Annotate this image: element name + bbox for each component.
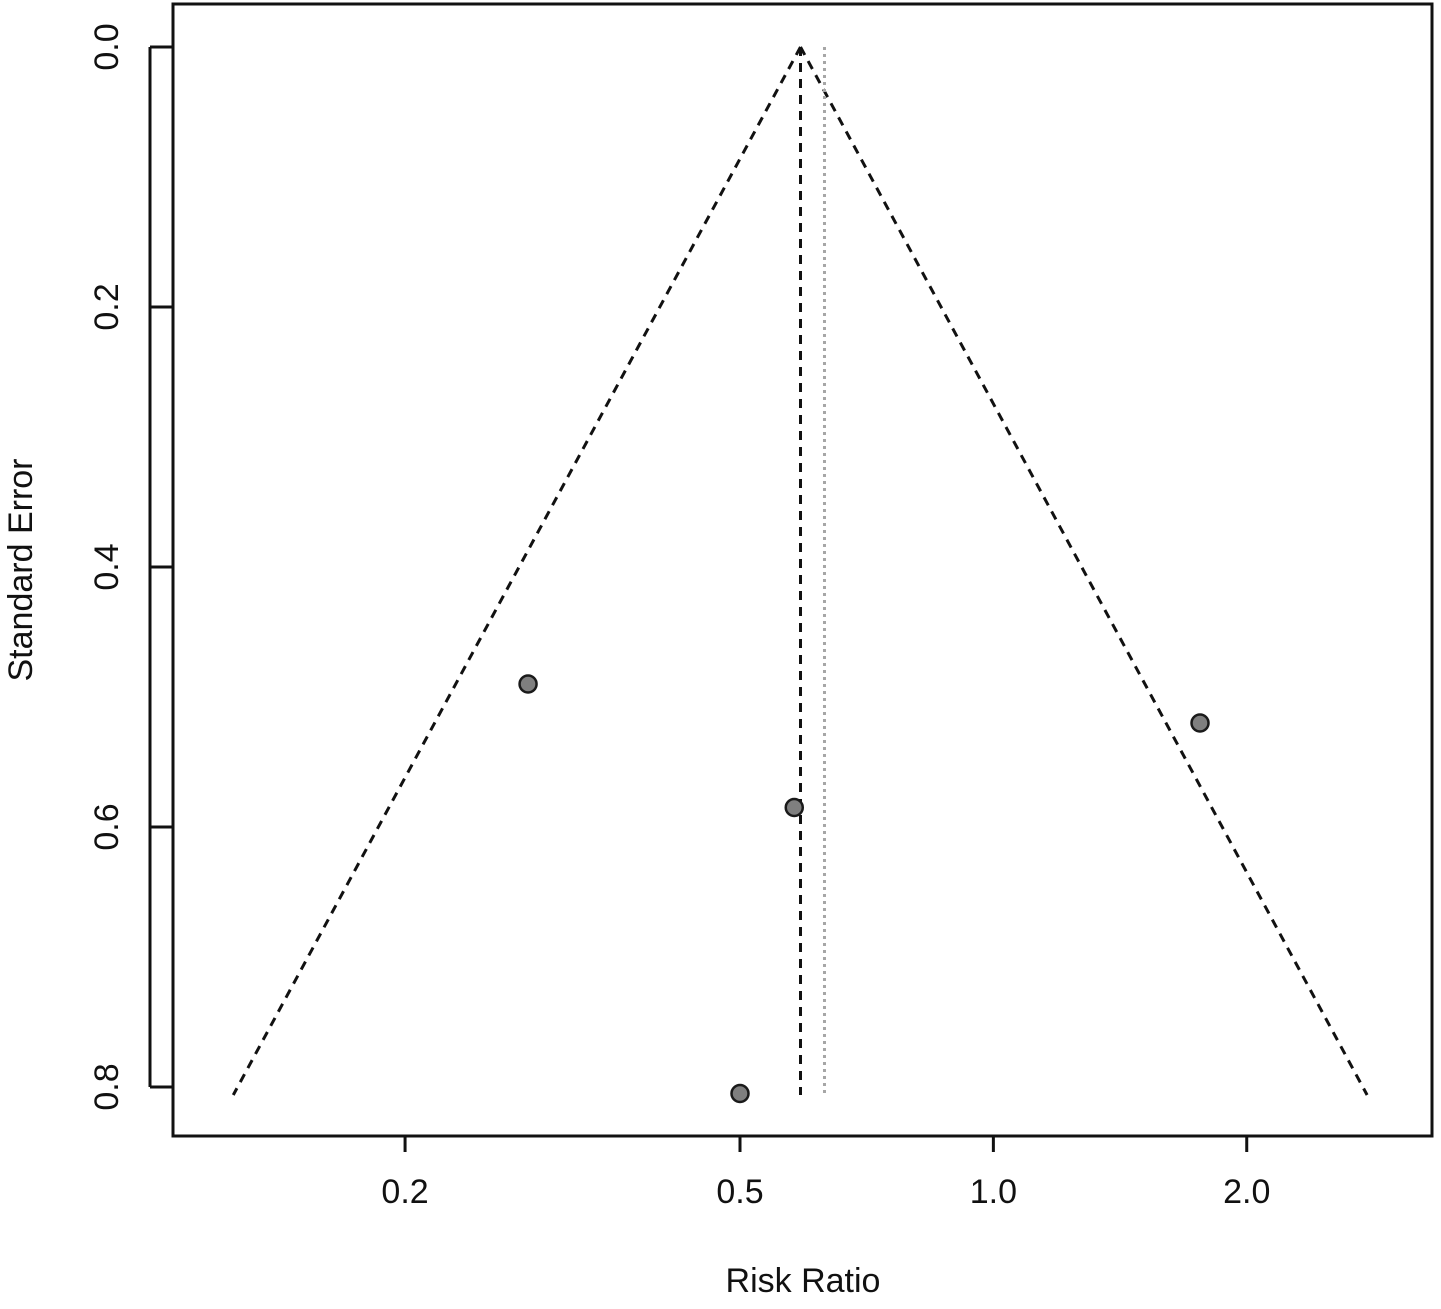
study-point xyxy=(1190,713,1210,733)
funnel-right-line xyxy=(799,46,1369,1096)
x-tick-label: 2.0 xyxy=(1223,1173,1270,1211)
y-tick-label: 0.6 xyxy=(88,803,126,850)
x-tick-label: 0.5 xyxy=(716,1173,763,1211)
y-tick-label: 0.4 xyxy=(88,543,126,590)
plot-frame xyxy=(171,2,1434,1138)
x-tick-label: 1.0 xyxy=(970,1173,1017,1211)
reference-lines xyxy=(799,47,826,1095)
study-point xyxy=(730,1083,750,1104)
study-point xyxy=(784,797,805,818)
y-axis: 0.0 0.2 0.4 0.6 0.8 xyxy=(88,23,173,1111)
x-axis: 0.2 0.5 1.0 2.0 xyxy=(381,1136,1270,1211)
x-tick-label: 0.2 xyxy=(381,1173,428,1211)
study-point xyxy=(518,674,538,694)
y-tick-label: 0.2 xyxy=(88,283,126,330)
funnel-lines xyxy=(231,46,1369,1096)
x-axis-label: Risk Ratio xyxy=(726,1262,881,1300)
y-axis-label: Standard Error xyxy=(2,459,40,682)
y-tick-label: 0.8 xyxy=(88,1063,126,1110)
funnel-left-line xyxy=(231,46,802,1096)
y-tick-label: 0.0 xyxy=(88,23,126,70)
study-points xyxy=(518,674,1210,1104)
